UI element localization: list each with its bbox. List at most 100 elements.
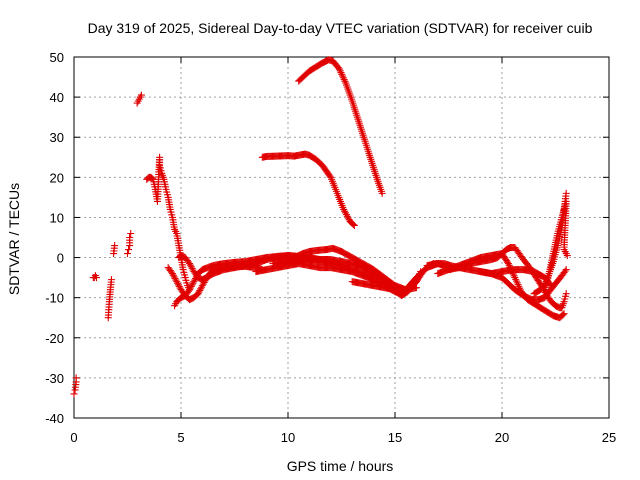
- data-point: [560, 310, 568, 318]
- data-point: [340, 76, 348, 84]
- grid: [74, 57, 609, 418]
- x-axis-label: GPS time / hours: [287, 458, 394, 474]
- series-s15: [273, 256, 425, 296]
- y-tick-label: 10: [50, 210, 64, 225]
- data-point: [170, 273, 178, 281]
- data-point: [505, 261, 513, 269]
- series-s12: [295, 56, 386, 197]
- series-s3: [104, 276, 115, 322]
- data-point: [562, 290, 570, 298]
- series-s5: [124, 229, 135, 258]
- data-point: [190, 278, 198, 286]
- data-point: [126, 234, 134, 241]
- data-point: [175, 282, 183, 290]
- plot-frame: [73, 56, 610, 419]
- data-point: [72, 374, 80, 382]
- data-point: [174, 281, 182, 289]
- data-point: [70, 390, 78, 398]
- data-marks: [70, 56, 571, 398]
- data-point: [198, 283, 206, 291]
- data-point: [507, 265, 515, 273]
- data-point: [196, 286, 204, 294]
- series-s6: [133, 91, 145, 107]
- data-point: [349, 220, 357, 228]
- data-point: [341, 77, 349, 85]
- data-point: [187, 282, 195, 290]
- data-point: [350, 221, 358, 229]
- data-point: [514, 281, 522, 289]
- series-s22: [541, 197, 571, 294]
- y-tick-label: 40: [50, 90, 64, 105]
- data-point: [339, 72, 347, 80]
- data-point: [509, 270, 517, 278]
- data-point: [561, 267, 569, 275]
- data-point: [506, 263, 514, 271]
- chart-title: Day 319 of 2025, Sidereal Day-to-day VTE…: [88, 20, 593, 36]
- data-point: [186, 261, 194, 269]
- data-point: [510, 272, 518, 280]
- x-tick-label: 25: [602, 430, 616, 445]
- series-s1: [70, 374, 80, 398]
- y-tick-label: -30: [45, 371, 64, 386]
- data-point: [326, 172, 334, 180]
- data-point: [186, 260, 194, 268]
- data-point: [169, 271, 177, 279]
- data-point: [124, 250, 131, 258]
- data-point: [198, 282, 206, 290]
- data-point: [148, 174, 156, 182]
- y-tick-label: 20: [50, 170, 64, 185]
- data-point: [188, 264, 196, 272]
- data-point: [508, 268, 516, 276]
- y-tick-label: -40: [45, 411, 64, 426]
- data-point: [187, 263, 195, 271]
- axis-ticks: 0 5 10 15 20 25 -40 -30 -20 -10 0 10 20 30 40 50: [45, 50, 616, 445]
- x-tick-label: 0: [70, 430, 77, 445]
- data-point: [378, 189, 386, 197]
- y-axis-label: SDTVAR / TECUs: [6, 183, 22, 295]
- data-point: [173, 278, 181, 286]
- data-point: [137, 91, 145, 99]
- data-point: [335, 65, 343, 73]
- data-point: [174, 279, 182, 287]
- data-point: [186, 284, 194, 292]
- data-point: [189, 279, 197, 287]
- series-s4: [110, 242, 119, 258]
- x-tick-label: 15: [388, 430, 402, 445]
- data-point: [127, 229, 135, 237]
- x-tick-label: 10: [281, 430, 295, 445]
- series-s20: [477, 266, 570, 304]
- data-point: [559, 311, 567, 319]
- data-point: [168, 270, 176, 278]
- data-point: [111, 242, 119, 250]
- data-point: [92, 274, 100, 282]
- y-tick-label: -20: [45, 331, 64, 346]
- data-point: [337, 69, 345, 77]
- data-point: [339, 74, 347, 82]
- data-point: [512, 275, 520, 283]
- y-tick-label: -10: [45, 291, 64, 306]
- data-point: [504, 258, 512, 266]
- data-point: [171, 274, 179, 282]
- data-point: [563, 252, 571, 260]
- y-tick-label: 30: [50, 130, 64, 145]
- data-point: [513, 279, 521, 287]
- data-point: [188, 281, 196, 289]
- x-tick-label: 20: [495, 430, 509, 445]
- data-point: [562, 266, 570, 274]
- x-tick-label: 5: [177, 430, 184, 445]
- data-point: [197, 285, 205, 293]
- data-point: [336, 67, 344, 75]
- data-point: [504, 260, 512, 268]
- data-point: [338, 70, 346, 78]
- data-point: [195, 288, 203, 296]
- series-s2: [89, 272, 100, 282]
- data-point: [194, 290, 202, 298]
- data-point: [186, 286, 194, 294]
- data-point: [515, 282, 523, 290]
- y-tick-label: 50: [50, 50, 64, 65]
- data-point: [511, 274, 519, 282]
- y-tick-label: 0: [57, 251, 64, 266]
- data-point: [125, 246, 133, 254]
- series-s11: [258, 150, 358, 229]
